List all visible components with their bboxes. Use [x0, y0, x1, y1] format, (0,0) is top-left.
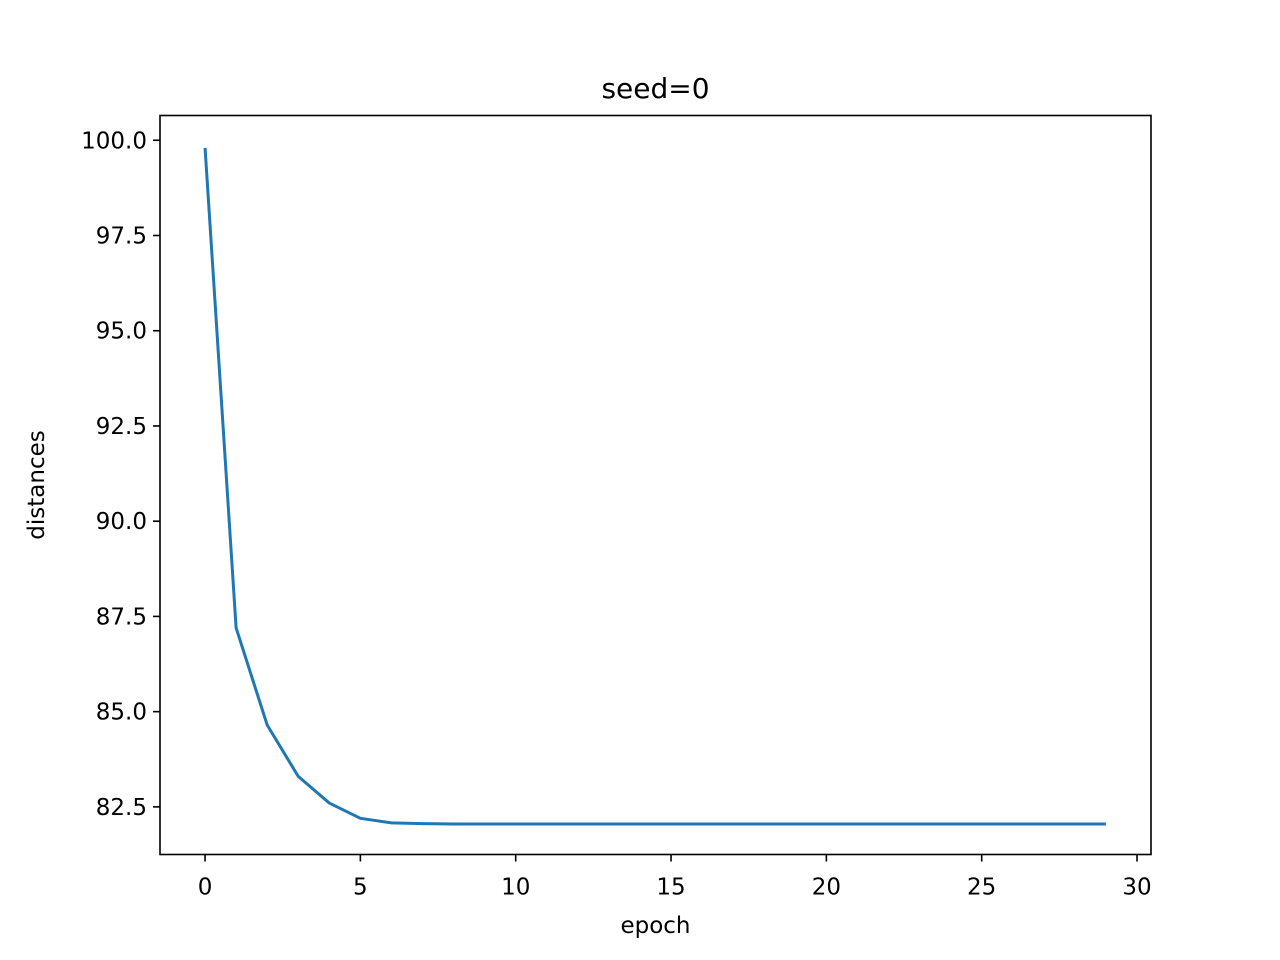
y-tick-label: 92.5 — [96, 414, 147, 440]
y-tick-label: 95.0 — [96, 319, 147, 345]
y-tick-label: 87.5 — [96, 604, 147, 630]
series-line-0 — [203, 147, 1106, 826]
y-tick-label: 82.5 — [96, 795, 147, 821]
y-axis-label: distances — [24, 430, 50, 539]
x-tick-label: 30 — [1122, 875, 1151, 901]
x-tick-label: 15 — [656, 875, 685, 901]
y-tick-label: 100.0 — [81, 128, 147, 154]
y-tick-label: 97.5 — [96, 223, 147, 249]
x-tick-label: 10 — [501, 875, 530, 901]
plot-frame — [159, 114, 1152, 856]
y-axis: 82.5 85.0 87.5 90.0 92.5 95.0 97.5 100.0 — [81, 128, 160, 821]
x-tick-label: 20 — [812, 875, 841, 901]
x-tick-label: 5 — [353, 875, 368, 901]
x-tick-label: 25 — [967, 875, 996, 901]
x-tick-label: 0 — [198, 875, 213, 901]
plot-area — [203, 147, 1106, 826]
y-tick-label: 90.0 — [96, 509, 147, 535]
chart-title: seed=0 — [601, 72, 709, 105]
y-tick-label: 85.0 — [96, 700, 147, 726]
x-axis-label: epoch — [620, 913, 690, 939]
x-axis: 0 5 10 15 20 25 30 — [198, 854, 1152, 901]
